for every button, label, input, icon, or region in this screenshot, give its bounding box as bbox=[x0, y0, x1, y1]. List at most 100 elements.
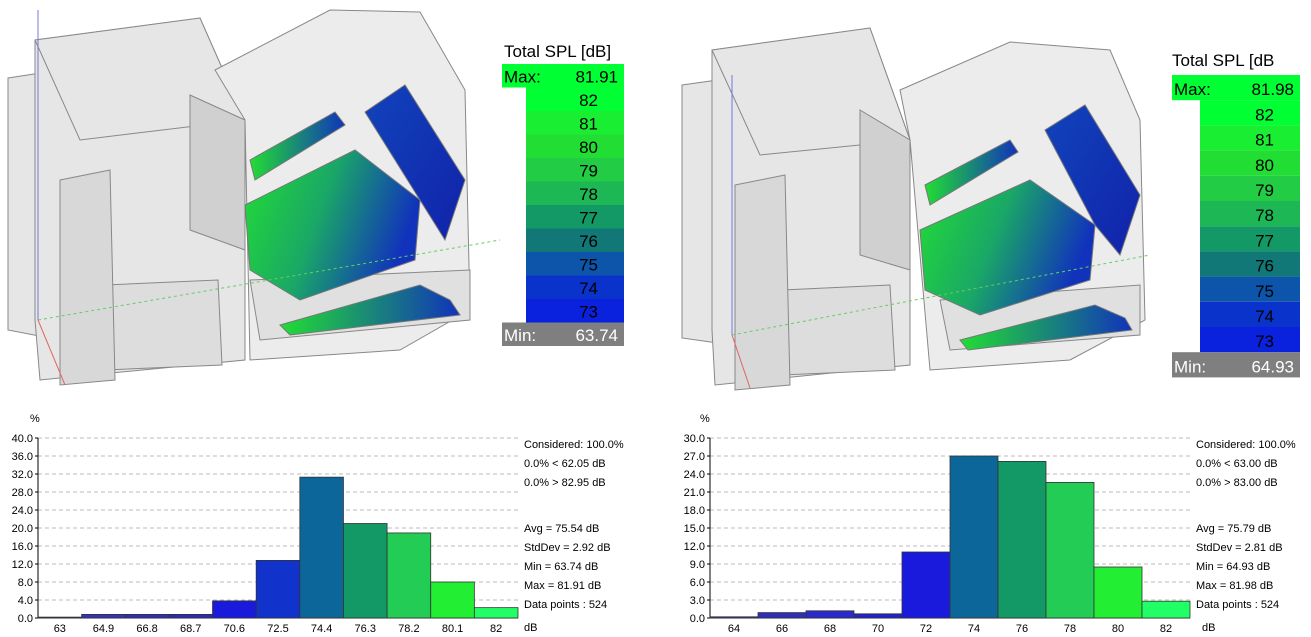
x-tick-label: 68.7 bbox=[180, 623, 201, 635]
legend-title: Total SPL [dB bbox=[1172, 51, 1274, 70]
stat-max: Max = 81.98 dB bbox=[1196, 580, 1273, 592]
legend-swatch-74 bbox=[1200, 301, 1300, 327]
y-tick-label: 16.0 bbox=[12, 541, 33, 553]
bar-80.1 bbox=[430, 581, 475, 619]
legend-max-label: Max: bbox=[504, 68, 541, 87]
histogram-left: % 0.0 4.0 8.0 12.0 16.0 20.0 24.0 28.0 32.0 36.0 4… bbox=[12, 413, 624, 635]
bar-70 bbox=[853, 613, 903, 619]
y-tick-label: 18.0 bbox=[684, 505, 705, 517]
x-tick-label: 74.4 bbox=[311, 623, 332, 635]
legend-swatch-76 bbox=[1200, 251, 1300, 277]
y-tick-label: 0.0 bbox=[690, 613, 705, 625]
stat-considered: Considered: 100.0% bbox=[1196, 439, 1296, 451]
x-tick-label: 66 bbox=[776, 623, 788, 635]
stat-stddev: StdDev = 2.92 dB bbox=[524, 542, 611, 554]
legend-swatch-80 bbox=[526, 134, 624, 158]
x-tick-label: 82 bbox=[1160, 623, 1172, 635]
legend-swatch-77 bbox=[526, 205, 624, 229]
stat-min: Min = 63.74 dB bbox=[524, 561, 598, 573]
y-tick-label: 3.0 bbox=[690, 595, 705, 607]
legend-level-75: 75 bbox=[579, 256, 598, 275]
bar-78.2 bbox=[386, 532, 432, 619]
stat-max: Max = 81.91 dB bbox=[524, 580, 601, 592]
y-tick-label: 9.0 bbox=[690, 559, 705, 571]
x-tick-label: 80 bbox=[1112, 623, 1124, 635]
stats-block: Considered: 100.0% 0.0% < 63.00 dB 0.0% … bbox=[1196, 439, 1296, 611]
legend-swatch-75 bbox=[526, 252, 624, 276]
bar-72.5 bbox=[255, 559, 301, 619]
legend-swatch-78 bbox=[526, 181, 624, 205]
x-tick-label: 72 bbox=[920, 623, 932, 635]
bar-66 bbox=[757, 612, 807, 619]
legend-level-76: 76 bbox=[1255, 257, 1274, 276]
legend-swatch-79 bbox=[526, 158, 624, 182]
y-tick-label: 30.0 bbox=[684, 433, 705, 445]
legend-level-78: 78 bbox=[1255, 206, 1274, 225]
x-tick-label: 78.2 bbox=[398, 623, 419, 635]
legend-max-label: Max: bbox=[1174, 80, 1211, 99]
legend-level-82: 82 bbox=[579, 91, 598, 110]
y-tick-label: 15.0 bbox=[684, 523, 705, 535]
bar-72 bbox=[901, 551, 951, 619]
y-tick-label: 40.0 bbox=[12, 433, 33, 445]
y-axis-label: % bbox=[700, 413, 710, 425]
legend-max-row bbox=[1172, 75, 1300, 101]
x-tick-label: 64 bbox=[728, 623, 740, 635]
legend-min-label: Min: bbox=[504, 326, 536, 345]
legend-level-77: 77 bbox=[1255, 231, 1274, 250]
legend-min-label: Min: bbox=[1174, 357, 1206, 376]
x-axis-label: dB bbox=[524, 622, 537, 634]
stat-points: Data points : 524 bbox=[524, 599, 607, 611]
stat-above: 0.0% > 82.95 dB bbox=[524, 477, 606, 489]
legend-title: Total SPL [dB] bbox=[504, 42, 611, 61]
legend-level-81: 81 bbox=[579, 115, 598, 134]
legend-swatch-73 bbox=[526, 299, 624, 323]
legend-max-row bbox=[502, 64, 624, 88]
legend-swatch-77 bbox=[1200, 226, 1300, 252]
x-tick-label: 74 bbox=[968, 623, 980, 635]
bar-76.3 bbox=[343, 523, 388, 619]
bar-74.4 bbox=[299, 476, 344, 619]
x-tick-label: 68 bbox=[824, 623, 836, 635]
y-tick-label: 32.0 bbox=[12, 469, 33, 481]
room-model-right bbox=[681, 27, 1151, 391]
bar-70.6 bbox=[212, 600, 257, 619]
legend-swatch-79 bbox=[1200, 175, 1300, 201]
legend-swatch-74 bbox=[526, 275, 624, 299]
x-tick-label: 80.1 bbox=[442, 623, 463, 635]
bar-64 bbox=[709, 616, 759, 619]
legend-max-value: 81.91 bbox=[575, 68, 618, 87]
bar-66.8 bbox=[124, 613, 170, 619]
y-tick-label: 21.0 bbox=[684, 487, 705, 499]
legend-level-73: 73 bbox=[1255, 332, 1274, 351]
y-tick-label: 4.0 bbox=[18, 595, 33, 607]
legend-level-73: 73 bbox=[579, 303, 598, 322]
legend-level-75: 75 bbox=[1255, 282, 1274, 301]
legend-min-value: 64.93 bbox=[1251, 357, 1294, 376]
histogram-right: % 0.0 3.0 6.0 9.0 12.0 15.0 18.0 21.0 24.0 27.0 30… bbox=[684, 413, 1296, 635]
stats-block: Considered: 100.0% 0.0% < 62.05 dB 0.0% … bbox=[524, 439, 624, 611]
y-tick-label: 24.0 bbox=[684, 469, 705, 481]
bar-68.7 bbox=[168, 613, 213, 619]
bar-82 bbox=[473, 607, 519, 619]
bar-76 bbox=[997, 461, 1047, 619]
bar-63 bbox=[37, 616, 83, 619]
y-tick-label: 6.0 bbox=[690, 577, 705, 589]
legend-max-value: 81.98 bbox=[1251, 80, 1294, 99]
legend-min-row bbox=[1172, 352, 1300, 378]
legend-level-77: 77 bbox=[579, 209, 598, 228]
x-tick-label: 66.8 bbox=[136, 623, 157, 635]
x-tick-label: 72.5 bbox=[267, 623, 288, 635]
y-tick-label: 28.0 bbox=[12, 487, 33, 499]
y-tick-label: 27.0 bbox=[684, 451, 705, 463]
bar-82 bbox=[1141, 600, 1191, 619]
stat-above: 0.0% > 83.00 dB bbox=[1196, 477, 1278, 489]
stat-min: Min = 64.93 dB bbox=[1196, 561, 1270, 573]
x-tick-label: 70 bbox=[872, 623, 884, 635]
legend-level-74: 74 bbox=[1255, 307, 1274, 326]
stat-below: 0.0% < 62.05 dB bbox=[524, 458, 606, 470]
y-tick-label: 0.0 bbox=[18, 613, 33, 625]
legend-swatch-82 bbox=[526, 87, 624, 111]
legend-level-82: 82 bbox=[1255, 105, 1274, 124]
legend-swatch-81 bbox=[526, 111, 624, 135]
